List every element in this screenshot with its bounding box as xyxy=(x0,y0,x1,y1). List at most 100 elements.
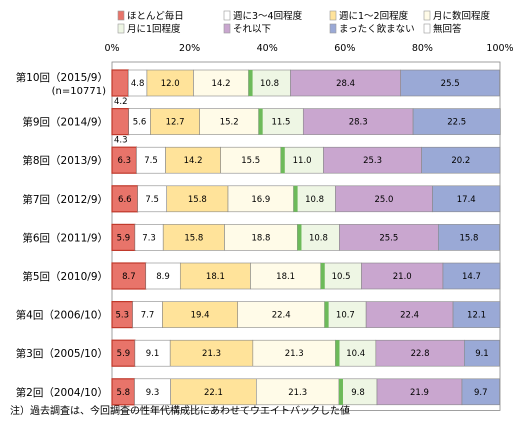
bar-segment xyxy=(166,185,229,213)
legend-swatch xyxy=(423,23,431,34)
bar-segment xyxy=(111,108,129,135)
bar-segment xyxy=(361,262,444,290)
x-tick-label: 40% xyxy=(257,43,278,54)
data-label: 19.4 xyxy=(191,311,210,321)
bar-segment xyxy=(421,146,501,174)
bar-segment-divider xyxy=(258,108,263,135)
data-label: 25.3 xyxy=(363,156,382,166)
bar-segment xyxy=(136,146,166,174)
data-label: 11.5 xyxy=(272,118,291,128)
bar-segment xyxy=(280,146,324,174)
data-label: 9.3 xyxy=(146,388,160,398)
x-tick-label: 80% xyxy=(412,43,433,54)
data-label: 5.9 xyxy=(117,349,131,359)
data-label: 12.0 xyxy=(161,79,180,89)
data-label: 22.4 xyxy=(272,311,291,321)
data-label: 6.6 xyxy=(118,195,132,205)
footnote: 注）過去調査は、今回調査の性年代構成比にあわせてウエイトバックした値 xyxy=(10,404,350,417)
data-label: 14.7 xyxy=(462,272,481,282)
data-label: 5.8 xyxy=(116,388,130,398)
data-label: 21.9 xyxy=(410,388,429,398)
data-label: 18.1 xyxy=(206,272,225,282)
data-label: 10.5 xyxy=(332,272,351,282)
data-label: 8.9 xyxy=(156,272,170,282)
data-label: 22.8 xyxy=(411,349,430,359)
bar-segment-divider xyxy=(320,263,325,289)
category-label: 第4回（2006/10） xyxy=(16,309,108,322)
bar-segment xyxy=(339,224,439,251)
bar-segment xyxy=(256,378,340,406)
bar-segment xyxy=(335,185,433,213)
category-sublabel: (n=10771) xyxy=(52,86,106,97)
data-label: 15.8 xyxy=(459,233,478,243)
data-label: 7.5 xyxy=(144,156,158,166)
data-label: 5.6 xyxy=(133,118,147,128)
data-label: 22.4 xyxy=(400,311,419,321)
data-label: 15.8 xyxy=(188,195,207,205)
bar-segment xyxy=(146,69,194,97)
data-label: 5.9 xyxy=(117,233,131,243)
bar-segment xyxy=(134,224,164,251)
data-label: 9.8 xyxy=(351,388,365,398)
bar-segment xyxy=(111,69,129,97)
bar-segment xyxy=(250,262,322,290)
data-label: 28.4 xyxy=(336,79,355,89)
legend-label: ほとんど毎日 xyxy=(127,10,184,22)
bar-segment xyxy=(432,185,501,213)
data-label: 15.2 xyxy=(220,118,239,128)
legend-label: 月に数回程度 xyxy=(433,10,491,22)
data-label: 9.1 xyxy=(475,349,489,359)
bar-segment-divider xyxy=(248,70,253,96)
category-label: 第9回（2014/9） xyxy=(22,116,108,129)
bar-segment xyxy=(150,108,200,135)
legend-swatch xyxy=(117,10,125,21)
bar-segment xyxy=(365,301,454,328)
data-label: 4.2 xyxy=(114,97,128,107)
bar-segment xyxy=(323,146,422,174)
bar-segment xyxy=(461,378,500,406)
category-label: 第6回（2011/9） xyxy=(22,231,108,244)
bar-segment xyxy=(220,146,282,174)
data-label: 12.1 xyxy=(467,311,486,321)
legend-label: まったく飲まない xyxy=(339,23,415,35)
data-label: 10.8 xyxy=(305,195,324,205)
data-label: 10.7 xyxy=(336,311,355,321)
legend-swatch xyxy=(423,10,431,21)
category-label: 第2回（2004/10） xyxy=(16,386,108,399)
bar-segment xyxy=(412,108,501,135)
data-label: 25.5 xyxy=(379,233,398,243)
data-label: 9.1 xyxy=(146,349,160,359)
bar-segment xyxy=(297,224,340,251)
bar-segment xyxy=(134,378,171,406)
data-label: 7.5 xyxy=(145,195,159,205)
bar-segment xyxy=(335,339,377,367)
data-label: 22.1 xyxy=(204,388,223,398)
bar-segment xyxy=(111,262,147,290)
data-label: 17.4 xyxy=(457,195,476,205)
bar-segment-divider xyxy=(324,301,329,328)
bar-segment xyxy=(199,108,259,135)
x-tick-label: 20% xyxy=(179,43,200,54)
bar-segment xyxy=(170,378,257,406)
bar-segment-divider xyxy=(280,147,285,174)
legend-label: 無回答 xyxy=(433,23,462,35)
data-label: 25.5 xyxy=(441,79,460,89)
legend-swatch xyxy=(223,10,231,21)
data-label: 14.2 xyxy=(184,156,203,166)
bar-segment-divider xyxy=(293,185,298,212)
data-label: 16.9 xyxy=(251,195,270,205)
legend-label: 週に1～2回程度 xyxy=(339,10,409,22)
legend-swatch xyxy=(329,10,337,21)
data-label: 25.0 xyxy=(375,195,394,205)
bar-segment xyxy=(252,339,336,367)
legend-swatch xyxy=(117,23,125,34)
legend-label: それ以下 xyxy=(233,24,271,35)
data-label: 21.3 xyxy=(288,388,307,398)
bar-segment xyxy=(293,185,336,213)
bar-segment xyxy=(290,69,401,97)
data-label: 22.5 xyxy=(447,118,466,128)
category-label: 第3回（2005/10） xyxy=(16,347,108,360)
data-label: 28.3 xyxy=(349,118,368,128)
data-label: 7.3 xyxy=(142,233,156,243)
